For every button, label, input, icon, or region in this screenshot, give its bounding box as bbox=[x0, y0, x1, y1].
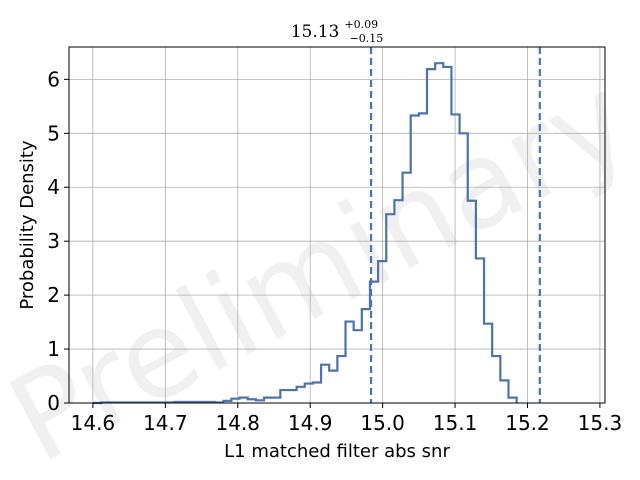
x-tick-label: 15.2 bbox=[505, 411, 550, 435]
y-tick-label: 4 bbox=[47, 175, 60, 199]
histogram-step-line bbox=[92, 62, 518, 405]
y-axis-label: Probability Density bbox=[17, 140, 38, 310]
histogram bbox=[92, 62, 518, 405]
ticks: 14.6 14.7 14.8 14.9 15.0 15.1 15.2 15.3 0 1 2 3 4 5 6 bbox=[47, 67, 622, 435]
x-tick-label: 15.0 bbox=[360, 411, 405, 435]
x-tick-label: 14.9 bbox=[288, 411, 333, 435]
title-upper-error: +0.09 bbox=[344, 18, 378, 31]
x-tick-label: 14.6 bbox=[71, 411, 116, 435]
x-tick-label: 15.1 bbox=[433, 411, 478, 435]
title-lower-error: −0.15 bbox=[350, 32, 384, 45]
y-tick-label: 3 bbox=[47, 229, 60, 253]
y-tick-label: 0 bbox=[47, 391, 60, 415]
credible-interval-lines bbox=[369, 47, 541, 403]
y-tick-label: 5 bbox=[47, 121, 60, 145]
title: 15.13 +0.09 −0.15 bbox=[291, 13, 384, 45]
y-tick-label: 1 bbox=[47, 337, 60, 361]
x-tick-label: 14.8 bbox=[216, 411, 261, 435]
plot-frame bbox=[68, 46, 606, 404]
y-tick-label: 6 bbox=[47, 67, 60, 91]
title-value: 15.13 bbox=[291, 22, 340, 42]
y-tick-label: 2 bbox=[47, 283, 60, 307]
x-tick-label: 15.3 bbox=[578, 411, 623, 435]
x-axis-label: L1 matched filter abs snr bbox=[224, 441, 450, 462]
x-tick-label: 14.7 bbox=[143, 411, 188, 435]
